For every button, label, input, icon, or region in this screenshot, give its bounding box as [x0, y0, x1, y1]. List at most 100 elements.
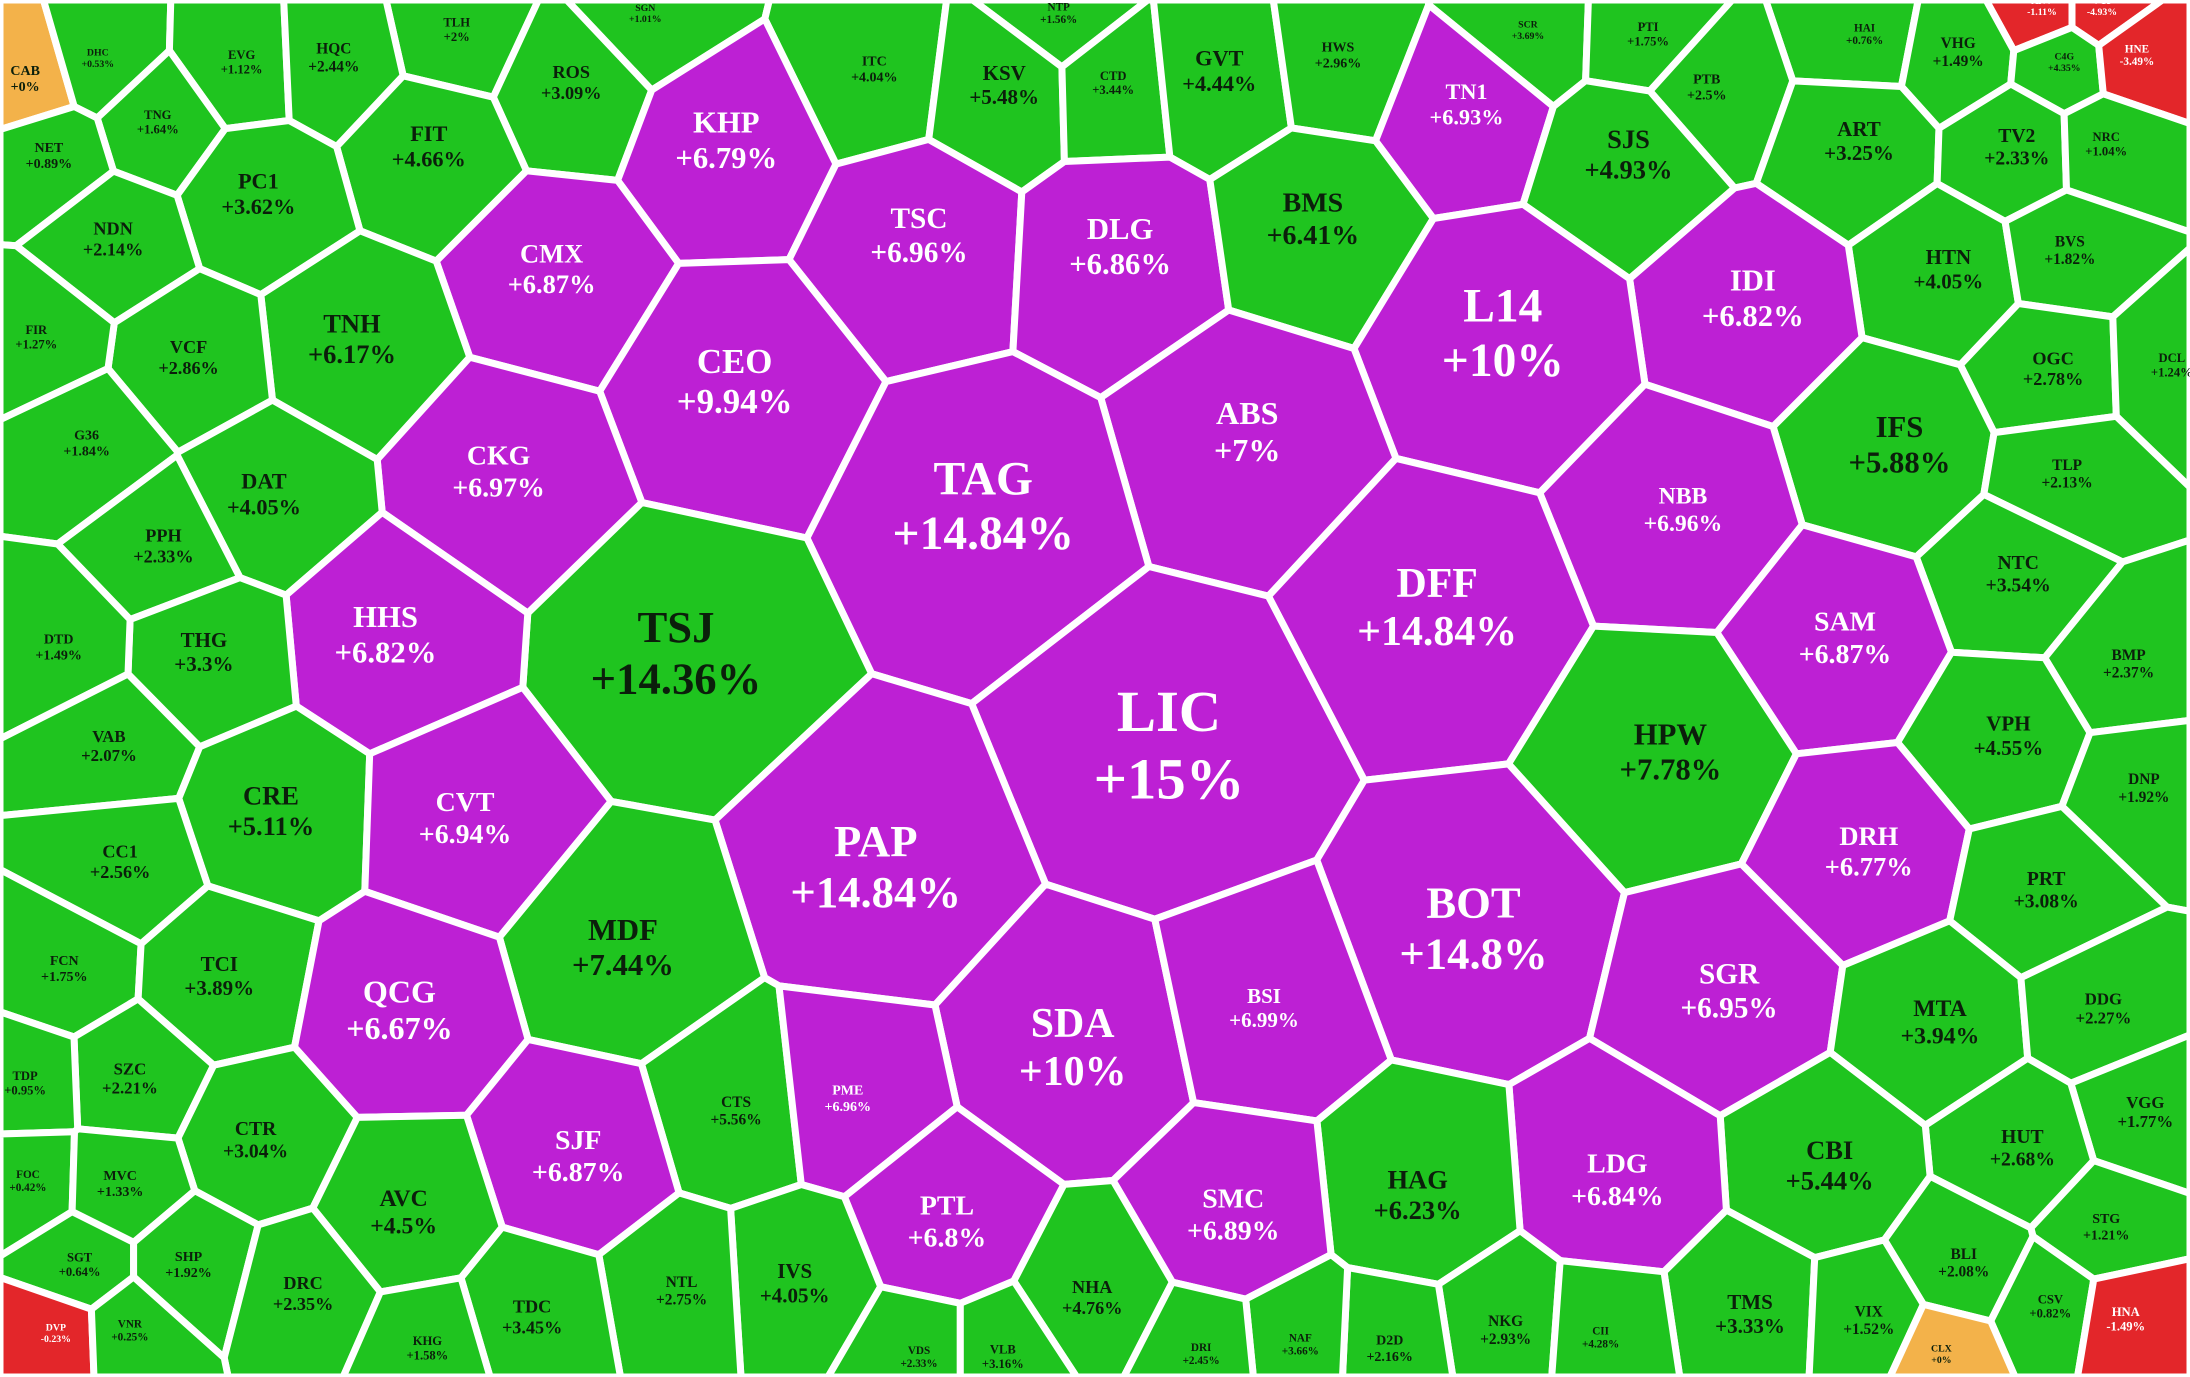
ticker: ART	[1837, 117, 1881, 141]
ticker: DNP	[2128, 771, 2160, 788]
ticker: SZC	[114, 1059, 147, 1078]
cell-label: HQC+2.44%	[308, 41, 359, 76]
cell-label: BSI+6.99%	[1229, 984, 1299, 1032]
cell-shape	[956, 1277, 1081, 1377]
cell-label: CTR+3.04%	[223, 1119, 288, 1162]
ticker: HNA	[2112, 1305, 2140, 1319]
change: +6.96%	[870, 237, 967, 269]
change: +2.5%	[1687, 89, 1726, 104]
ticker: MVC	[103, 1169, 136, 1184]
cell-label: SCR+3.69%	[1512, 20, 1545, 42]
ticker: NRC	[2093, 130, 2120, 144]
cell-label: SJS+4.93%	[1585, 124, 1673, 185]
cell-label: NAF+3.66%	[1282, 1332, 1319, 1357]
cell-label: MVC+1.33%	[97, 1169, 143, 1200]
change: +0%	[11, 80, 40, 95]
cell-label: SGT+0.64%	[59, 1250, 101, 1278]
ticker: CII	[1592, 1325, 1609, 1337]
ticker: TCI	[201, 952, 238, 976]
ticker: FIR	[25, 323, 48, 337]
cell-label: VLB+3.16%	[982, 1343, 1024, 1371]
cell-label: CTD+3.44%	[1092, 69, 1134, 97]
change: +3.89%	[184, 976, 254, 1000]
labels: TLH+2% SGN+1.01% NTP+1.56% HAI+0.76% VC3-4.9…	[4, 0, 2190, 1371]
change: +2.44%	[308, 58, 359, 75]
cell-label: OGC+2.78%	[2023, 348, 2083, 389]
change: +1.24%	[2151, 365, 2190, 379]
ticker: CTR	[235, 1119, 277, 1140]
cell-label: DAT+4.05%	[227, 469, 301, 520]
ticker: SJF	[555, 1125, 602, 1156]
change: +3.62%	[221, 194, 295, 219]
cell-label: NTC+3.54%	[1986, 553, 2051, 596]
ticker: NTP	[1047, 1, 1070, 13]
stock-cell	[339, 1274, 494, 1377]
ticker: BMP	[2111, 647, 2145, 664]
change: +3.54%	[1986, 576, 2051, 597]
change: +3.33%	[1715, 1314, 1785, 1338]
ticker: CEO	[697, 342, 773, 381]
ticker: TNH	[323, 308, 381, 338]
ticker: BLI	[1950, 1246, 1977, 1263]
cell-label: DVP-0.23%	[41, 1323, 71, 1345]
ticker: SGT	[67, 1250, 93, 1264]
cell-label: VC3-4.93%	[2087, 0, 2117, 18]
cell-label: NTP+1.56%	[1040, 1, 1077, 26]
change: +4.44%	[1182, 71, 1256, 96]
ticker: DFF	[1396, 561, 1477, 607]
ticker: BSI	[1247, 984, 1281, 1008]
change: +0.95%	[4, 1083, 46, 1097]
change: +2.33%	[133, 547, 193, 567]
change: +6.82%	[335, 635, 437, 669]
change: +3.25%	[1824, 141, 1894, 165]
change: +2.93%	[1480, 1331, 1531, 1348]
cell-shape	[87, 1273, 232, 1377]
change: +6.87%	[508, 269, 596, 299]
change: +6.89%	[1187, 1216, 1280, 1247]
ticker: SDA	[1031, 1001, 1115, 1047]
ticker: ROS	[553, 62, 590, 82]
change: +2.37%	[2103, 665, 2154, 682]
cell-shape	[457, 1223, 624, 1377]
ticker: VNR	[118, 1318, 143, 1330]
change: +6.93%	[1430, 105, 1504, 130]
cell-label: BOT+14.8%	[1399, 877, 1547, 978]
ticker: DAT	[241, 469, 287, 494]
cell-label: CMX+6.87%	[508, 238, 596, 299]
change: +2.16%	[1366, 1350, 1412, 1365]
cell-label: VAB+2.07%	[81, 727, 137, 765]
change: +4.05%	[760, 1283, 830, 1307]
cell-label: SZC+2.21%	[102, 1059, 158, 1097]
ticker: THG	[181, 628, 228, 652]
change: +7%	[1214, 432, 1280, 468]
change: +6.41%	[1267, 220, 1360, 251]
ticker: PAP	[834, 816, 918, 866]
ticker: PC1	[238, 168, 279, 193]
ticker: IVS	[777, 1259, 812, 1283]
change: +2.78%	[2023, 369, 2083, 389]
cell-label: BMS+6.41%	[1267, 188, 1360, 251]
stock-cell	[87, 1273, 232, 1377]
cell-label: FCN+1.75%	[41, 954, 87, 985]
change: +1.82%	[2044, 251, 2095, 268]
ticker: MDF	[588, 913, 658, 947]
ticker: KHP	[693, 106, 760, 140]
ticker: DTD	[44, 633, 74, 648]
cell-label: NBB+6.96%	[1644, 484, 1723, 537]
change: +2.35%	[273, 1294, 333, 1314]
ticker: TSC	[891, 203, 948, 235]
change: -4.93%	[2087, 7, 2117, 18]
cell-label: TDC+3.45%	[502, 1297, 562, 1338]
cell-label: SGN+1.01%	[629, 3, 662, 25]
change: +14.84%	[893, 508, 1074, 560]
change: +3.09%	[541, 83, 601, 103]
ticker: BMS	[1283, 188, 1343, 219]
cell-label: HWS+2.96%	[1315, 40, 1361, 71]
ticker: DVP	[46, 1323, 66, 1334]
ticker: ANV	[2031, 0, 2052, 7]
change: +2.33%	[1984, 148, 2049, 169]
stock-cell	[457, 1223, 624, 1377]
cell-label: TAG+14.84%	[893, 454, 1074, 561]
ticker: AVC	[380, 1186, 428, 1212]
cell-label: IDI+6.82%	[1702, 263, 1804, 332]
